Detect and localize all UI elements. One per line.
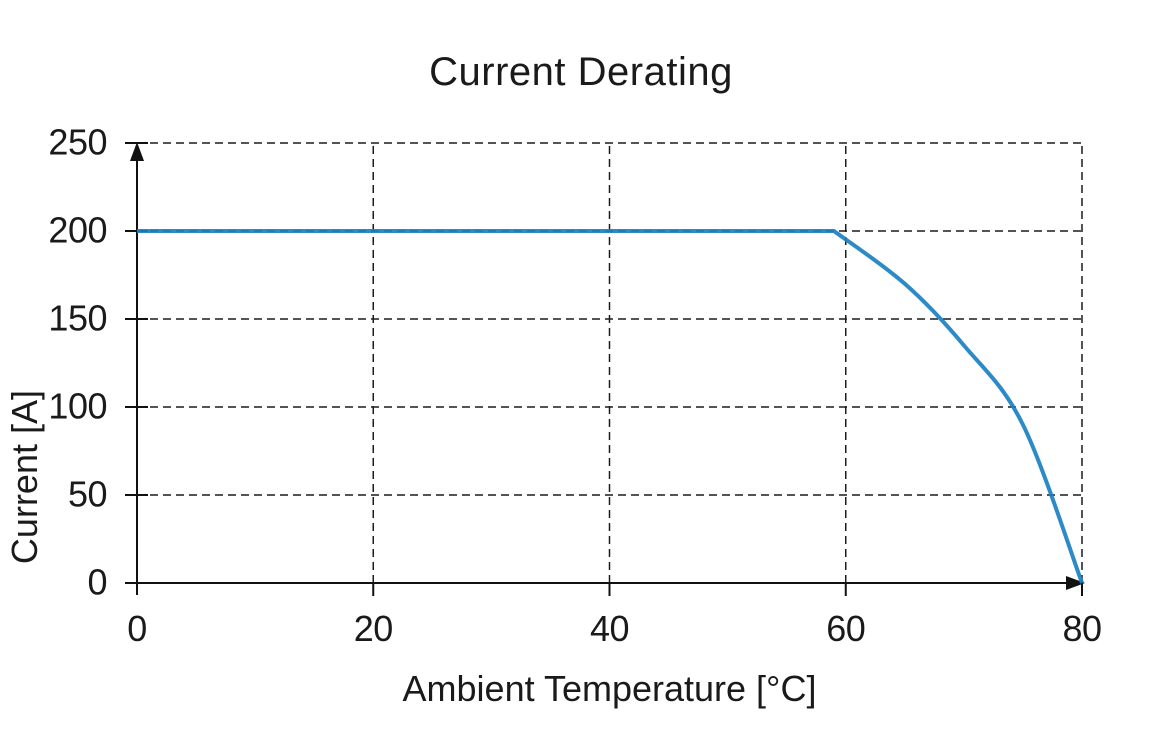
y-tick-label: 0 xyxy=(87,561,107,603)
y-tick-label: 50 xyxy=(67,473,108,515)
chart-title: Current Derating xyxy=(429,50,733,94)
x-tick-label: 60 xyxy=(826,608,866,649)
x-tick-label: 20 xyxy=(353,608,394,649)
x-axis-arrow-icon xyxy=(1066,576,1085,590)
x-tick-label: 40 xyxy=(589,608,630,649)
x-tick-label: 0 xyxy=(127,608,147,649)
x-axis-title: Ambient Temperature [°C] xyxy=(402,668,817,709)
y-tick-label: 250 xyxy=(48,121,107,163)
y-tick-label: 200 xyxy=(48,209,107,251)
x-tick-label: 80 xyxy=(1062,608,1102,649)
y-tick-label: 100 xyxy=(48,385,107,427)
derating-curve xyxy=(137,229,1084,584)
y-axis-arrow-icon xyxy=(130,142,144,161)
y-tick-label: 150 xyxy=(48,297,107,339)
